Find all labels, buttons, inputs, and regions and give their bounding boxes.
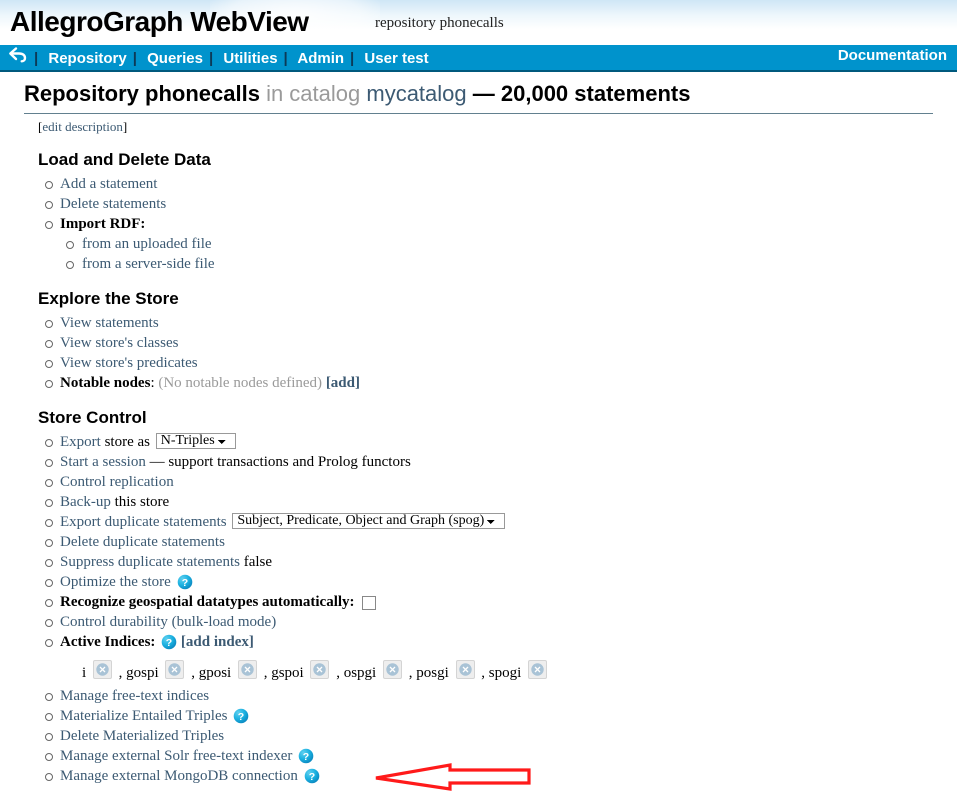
svg-text:?: ? [238, 710, 244, 722]
svg-text:?: ? [303, 750, 309, 762]
svg-text:?: ? [308, 770, 314, 782]
svg-text:?: ? [166, 636, 172, 648]
svg-text:?: ? [181, 576, 187, 588]
